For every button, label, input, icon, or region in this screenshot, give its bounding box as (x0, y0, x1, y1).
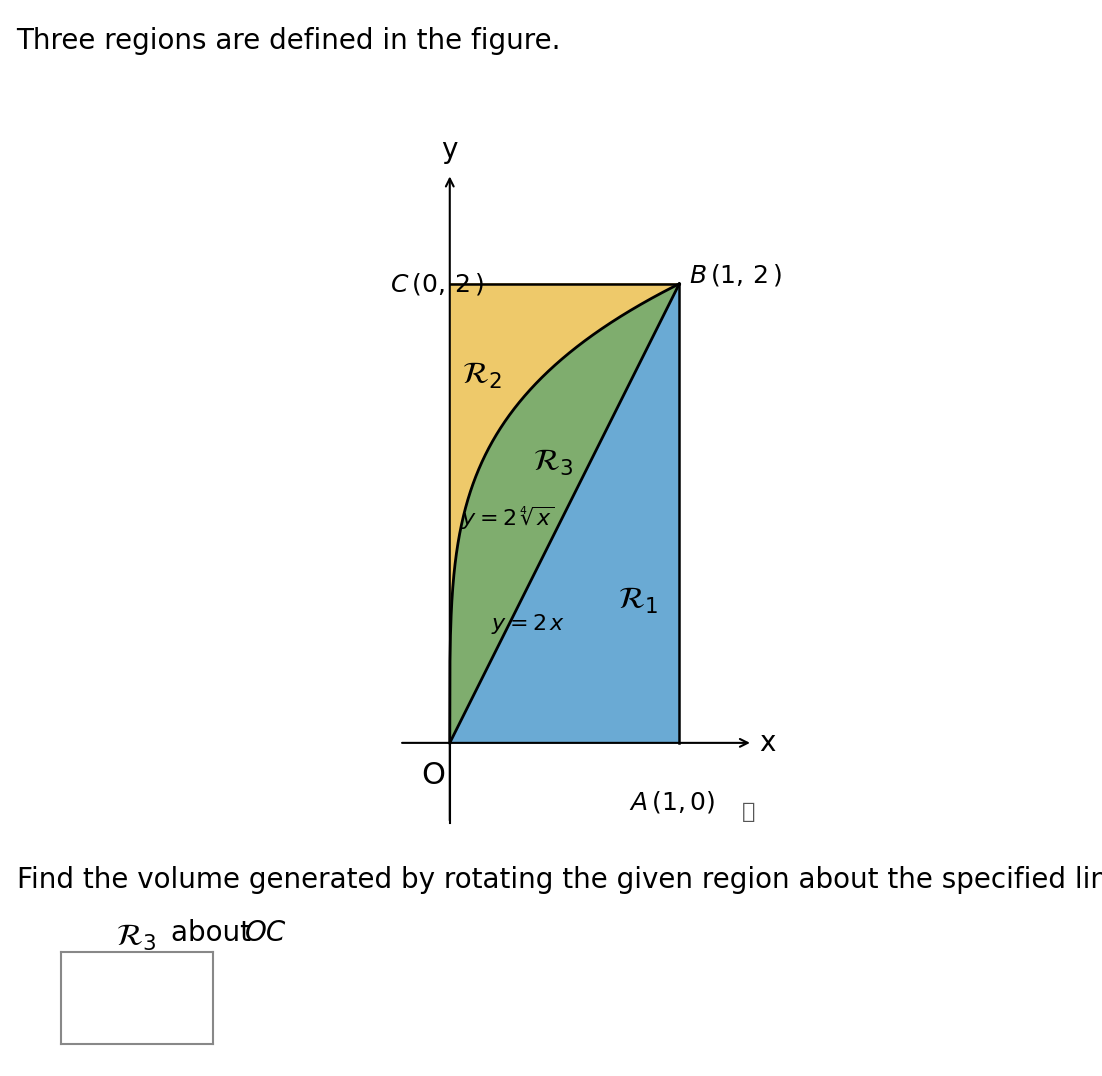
Text: Three regions are defined in the figure.: Three regions are defined in the figure. (17, 27, 561, 55)
Polygon shape (450, 284, 679, 742)
Polygon shape (450, 284, 679, 742)
Text: $\mathcal{R}_2$: $\mathcal{R}_2$ (462, 360, 501, 391)
Text: x: x (759, 728, 776, 756)
Text: $\mathcal{R}_3$: $\mathcal{R}_3$ (116, 923, 156, 953)
Text: $\mathcal{R}_1$: $\mathcal{R}_1$ (618, 585, 658, 615)
Text: $A\,(1,0)$: $A\,(1,0)$ (629, 789, 715, 815)
Text: $C\,(0,\,2\,)$: $C\,(0,\,2\,)$ (390, 271, 484, 297)
Text: about: about (171, 919, 260, 947)
Text: Find the volume generated by rotating the given region about the specified line.: Find the volume generated by rotating th… (17, 866, 1102, 894)
Text: ⓘ: ⓘ (742, 802, 755, 822)
Text: O: O (422, 761, 445, 790)
Text: $B\,(1,\,2\,)$: $B\,(1,\,2\,)$ (689, 261, 781, 287)
Text: OC: OC (245, 919, 285, 947)
Text: $y = 2\,x$: $y = 2\,x$ (491, 611, 565, 636)
Text: $y = 2\,\sqrt[4]{x}$: $y = 2\,\sqrt[4]{x}$ (462, 505, 554, 532)
Text: $\mathcal{R}_3$: $\mathcal{R}_3$ (533, 448, 573, 478)
Text: y: y (442, 137, 458, 165)
Polygon shape (450, 284, 679, 742)
